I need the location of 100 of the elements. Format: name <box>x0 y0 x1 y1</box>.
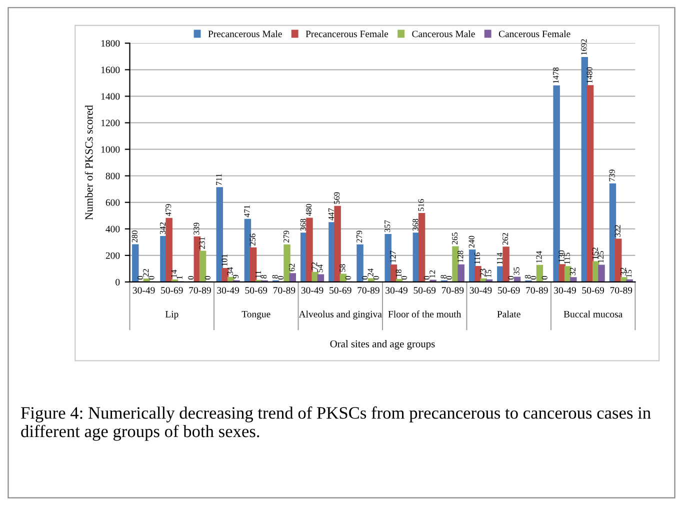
data-label: 368 <box>412 218 418 231</box>
data-label: 18 <box>396 269 402 277</box>
x-tick-label: 30-49 <box>554 287 576 294</box>
data-label: 480 <box>306 204 312 216</box>
data-label: 0 <box>530 276 536 280</box>
data-label: 24 <box>368 268 374 276</box>
data-label: 128 <box>458 250 464 262</box>
data-label: 0 <box>137 276 144 280</box>
data-label: 8 <box>524 274 531 278</box>
data-label: 0 <box>278 276 284 280</box>
data-label: 280 <box>132 230 138 242</box>
data-label: 101 <box>222 254 228 266</box>
data-label: 23 <box>480 268 486 276</box>
y-tick-label: 0 <box>116 278 120 286</box>
data-label: 447 <box>328 208 334 220</box>
text: Palate <box>497 310 520 318</box>
y-tick-label: 1800 <box>101 40 120 47</box>
data-label: 1692 <box>581 39 587 55</box>
data-label: 152 <box>592 248 598 259</box>
y-tick-label: 200 <box>106 252 120 259</box>
data-label: 15 <box>626 270 632 278</box>
data-label: 8 <box>261 274 267 278</box>
x-tick-label: 50-69 <box>330 287 352 294</box>
x-tick-label: 50-69 <box>498 287 520 294</box>
x-tick-label: 70-89 <box>442 287 464 294</box>
data-label: 479 <box>166 204 172 216</box>
data-label: 471 <box>244 205 250 218</box>
data-label: 279 <box>283 230 290 242</box>
y-axis-title: Number of PKSCs scored <box>84 105 93 220</box>
data-label: 0 <box>362 276 368 280</box>
y-tick-label: 600 <box>106 199 120 206</box>
text: Buccal mucosa <box>564 310 622 318</box>
data-label: 15 <box>486 270 492 278</box>
x-tick-label: 70-89 <box>610 287 632 294</box>
data-label: 0 <box>373 276 379 280</box>
y-tick-label: 800 <box>106 172 120 180</box>
data-label: 0 <box>508 276 514 280</box>
legend-label: Cancerous Female <box>498 30 570 38</box>
data-label: 114 <box>496 252 502 264</box>
x-tick-label: 30-49 <box>301 287 324 294</box>
y-tick-label: 1400 <box>101 93 120 100</box>
data-label: 116 <box>474 252 480 264</box>
data-label: 739 <box>609 170 615 182</box>
y-tick-label: 1600 <box>101 66 120 74</box>
data-label: 58 <box>340 264 346 272</box>
x-tick-label: 30-49 <box>217 287 239 294</box>
x-tick-label: 50-69 <box>582 287 604 294</box>
x-tick-label: 50-69 <box>161 287 183 294</box>
data-label: 124 <box>536 251 542 263</box>
data-label: 322 <box>614 225 620 237</box>
y-tick-label: 1200 <box>101 120 120 126</box>
data-label: 711 <box>216 174 222 185</box>
data-label: 115 <box>564 252 570 264</box>
data-label: 130 <box>558 250 564 262</box>
data-label: 12 <box>430 270 436 278</box>
data-label: 11 <box>255 270 261 278</box>
data-label: 0 <box>542 276 548 280</box>
data-label: 34 <box>227 267 233 275</box>
x-tick-label: 70-89 <box>358 287 380 294</box>
data-label: 22 <box>143 269 149 277</box>
data-label: 0 <box>345 276 351 280</box>
data-label: 265 <box>452 232 458 244</box>
data-label: 35 <box>514 267 520 275</box>
data-label: 0 <box>188 276 194 280</box>
data-label: 0 <box>401 276 408 280</box>
data-label: 1 <box>176 276 182 279</box>
text: Alveolus and gingiva <box>298 310 382 320</box>
x-tick-label: 70-89 <box>274 287 296 294</box>
data-label: 339 <box>194 222 200 234</box>
x-tick-label: 70-89 <box>189 287 211 294</box>
x-axis-title: Oral sites and age groups <box>330 340 435 350</box>
data-label: 342 <box>160 222 166 234</box>
data-label: 569 <box>334 192 340 204</box>
x-tick-label: 50-69 <box>414 287 436 294</box>
data-label: 32 <box>570 268 576 276</box>
data-label: 54 <box>317 264 323 272</box>
data-label: 125 <box>598 251 604 263</box>
legend-label: Cancerous Male <box>412 30 475 38</box>
data-label: 8 <box>440 274 446 278</box>
legend-label: Precancerous Female <box>306 30 388 38</box>
data-label: 72 <box>312 262 318 270</box>
data-label: 0 <box>424 276 430 280</box>
x-tick-label: 50-69 <box>245 287 268 294</box>
text: Tongue <box>242 310 270 320</box>
x-tick-label: 30-49 <box>132 287 155 294</box>
data-label: 0 <box>148 276 154 280</box>
data-label: 8 <box>272 274 278 278</box>
data-label: 231 <box>199 237 205 249</box>
text: Floor of the mouth <box>388 310 462 318</box>
data-label: 357 <box>384 220 390 232</box>
data-label: 516 <box>418 199 424 211</box>
data-label: 62 <box>289 264 295 272</box>
caption: Figure 4: Numerically decreasing trend of PKSCs from precancerous to cancerous cases in different age groups of both sexes. <box>20 406 651 441</box>
data-label: 256 <box>250 234 256 246</box>
data-label: 368 <box>300 218 306 231</box>
data-label: 32 <box>620 268 626 276</box>
data-label: 240 <box>468 236 474 248</box>
x-tick-label: 30-49 <box>470 287 492 294</box>
x-tick-label: 70-89 <box>526 287 548 294</box>
data-label: 0 <box>446 276 452 280</box>
